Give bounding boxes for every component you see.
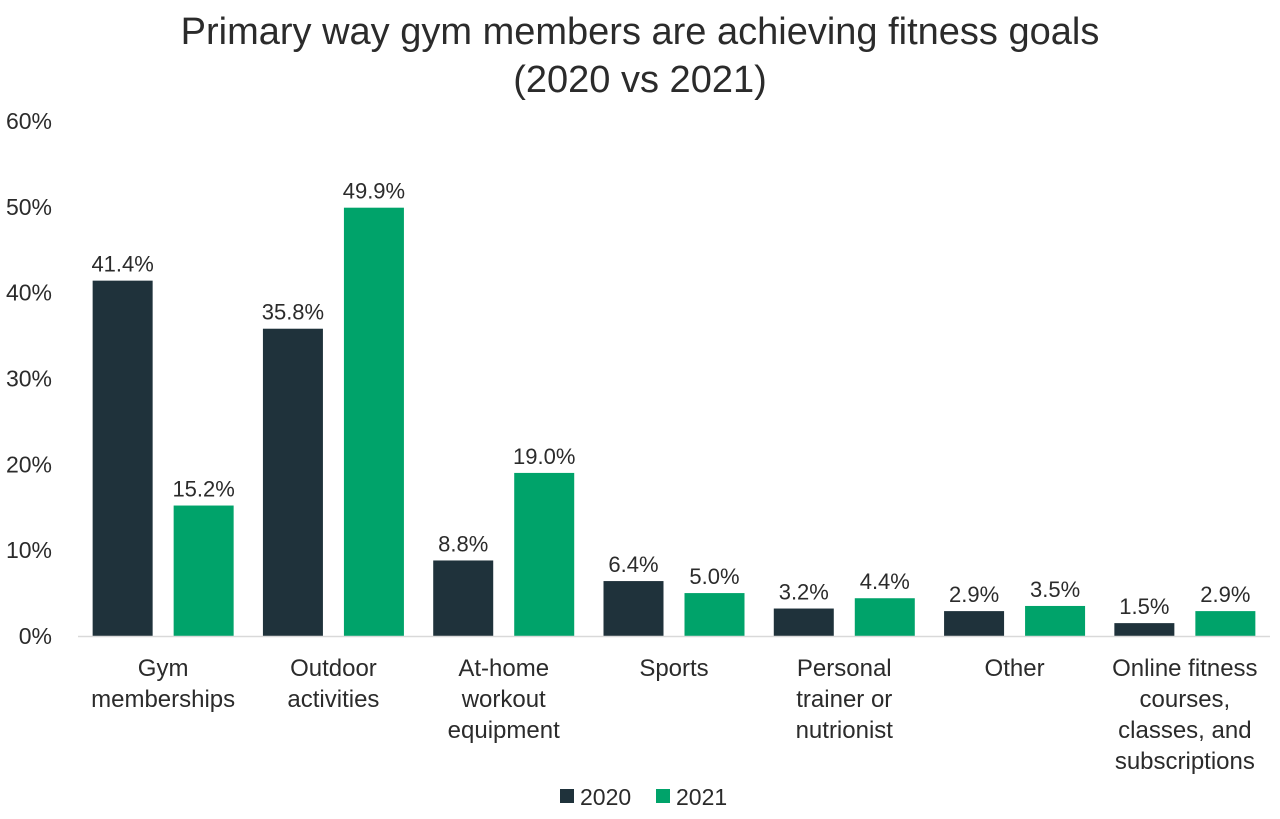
category-label-5: Other	[985, 655, 1045, 682]
category-label-line: Other	[985, 655, 1045, 682]
bar-2020-5	[944, 611, 1005, 636]
bar-2021-5	[1025, 605, 1086, 636]
y-tick-label: 10%	[6, 537, 52, 563]
y-tick-label: 0%	[19, 623, 52, 649]
legend-label: 2021	[676, 784, 727, 810]
data-label-2021-3: 5.0%	[689, 564, 739, 589]
category-label-line: subscriptions	[1115, 748, 1255, 775]
category-label-line: Personal	[797, 655, 892, 682]
bar-2021-2	[514, 472, 575, 636]
bar-2020-1	[262, 328, 323, 636]
chart-title-line-1: Primary way gym members are achieving fi…	[181, 11, 1100, 53]
category-label-line: At-home	[458, 655, 549, 682]
bar-2021-6	[1195, 611, 1256, 636]
bar-2021-0	[173, 505, 234, 636]
category-label-line: Gym	[138, 655, 189, 682]
category-label-line: Sports	[639, 655, 708, 682]
category-label-line: workout	[461, 686, 546, 713]
chart-title-line-2: (2020 vs 2021)	[513, 59, 767, 101]
bar-2020-4	[773, 608, 834, 636]
x-axis: Gym memberships Outdoor activities At-home wo…	[91, 655, 1257, 775]
data-label-2020-5: 2.9%	[949, 582, 999, 607]
legend-swatch	[656, 789, 670, 803]
bar-2020-0	[92, 280, 153, 636]
data-label-2021-1: 49.9%	[343, 179, 405, 204]
bar-2020-2	[433, 560, 494, 636]
category-label-line: equipment	[448, 717, 560, 744]
data-label-2020-1: 35.8%	[262, 300, 324, 325]
data-label-2020-3: 6.4%	[608, 552, 658, 577]
legend-item-2021: 2021	[656, 784, 727, 810]
category-label-2: At-home workout equipment	[448, 655, 560, 744]
category-label-line: courses,	[1140, 686, 1231, 713]
bar-2020-6	[1114, 623, 1175, 636]
bar-2021-1	[343, 207, 404, 637]
legend-label: 2020	[580, 784, 631, 810]
data-label-2020-6: 1.5%	[1119, 594, 1169, 619]
y-axis: 0% 10% 20% 30% 40% 50% 60%	[6, 108, 52, 649]
data-label-2020-4: 3.2%	[779, 580, 829, 605]
y-tick-label: 20%	[6, 451, 52, 477]
data-label-2021-0: 15.2%	[172, 477, 234, 502]
category-label-line: trainer or	[796, 686, 892, 713]
data-label-2021-4: 4.4%	[860, 569, 910, 594]
bars	[92, 207, 1256, 637]
data-label-2020-2: 8.8%	[438, 531, 488, 556]
data-label-2021-5: 3.5%	[1030, 577, 1080, 602]
data-labels: 41.4% 35.8% 8.8% 6.4% 3.2% 2.9% 1.5% 15.2% 49.9%…	[91, 179, 1250, 619]
legend-swatch	[560, 789, 574, 803]
category-label-line: Outdoor	[290, 655, 377, 682]
y-tick-label: 40%	[6, 280, 52, 306]
legend: 2020 2021	[560, 784, 727, 810]
data-label-2021-6: 2.9%	[1200, 582, 1250, 607]
category-label-4: Personal trainer or nutrionist	[796, 655, 894, 744]
category-label-6: Online fitness courses, classes, and subscr…	[1112, 655, 1257, 775]
data-label-2020-0: 41.4%	[91, 252, 153, 277]
y-tick-label: 50%	[6, 194, 52, 220]
category-label-0: Gym memberships	[91, 655, 235, 713]
category-label-line: Online fitness	[1112, 655, 1257, 682]
bar-2020-3	[603, 581, 664, 636]
category-label-line: nutrionist	[796, 717, 894, 744]
data-label-2021-2: 19.0%	[513, 444, 575, 469]
legend-item-2020: 2020	[560, 784, 631, 810]
category-label-line: memberships	[91, 686, 235, 713]
category-label-line: classes, and	[1118, 717, 1251, 744]
y-tick-label: 60%	[6, 108, 52, 134]
category-label-line: activities	[287, 686, 379, 713]
category-label-3: Sports	[639, 655, 708, 682]
bar-2021-3	[684, 593, 745, 636]
y-tick-label: 30%	[6, 366, 52, 392]
category-label-1: Outdoor activities	[287, 655, 379, 713]
chart-title: Primary way gym members are achieving fi…	[181, 11, 1100, 101]
bar-2021-4	[854, 598, 915, 636]
